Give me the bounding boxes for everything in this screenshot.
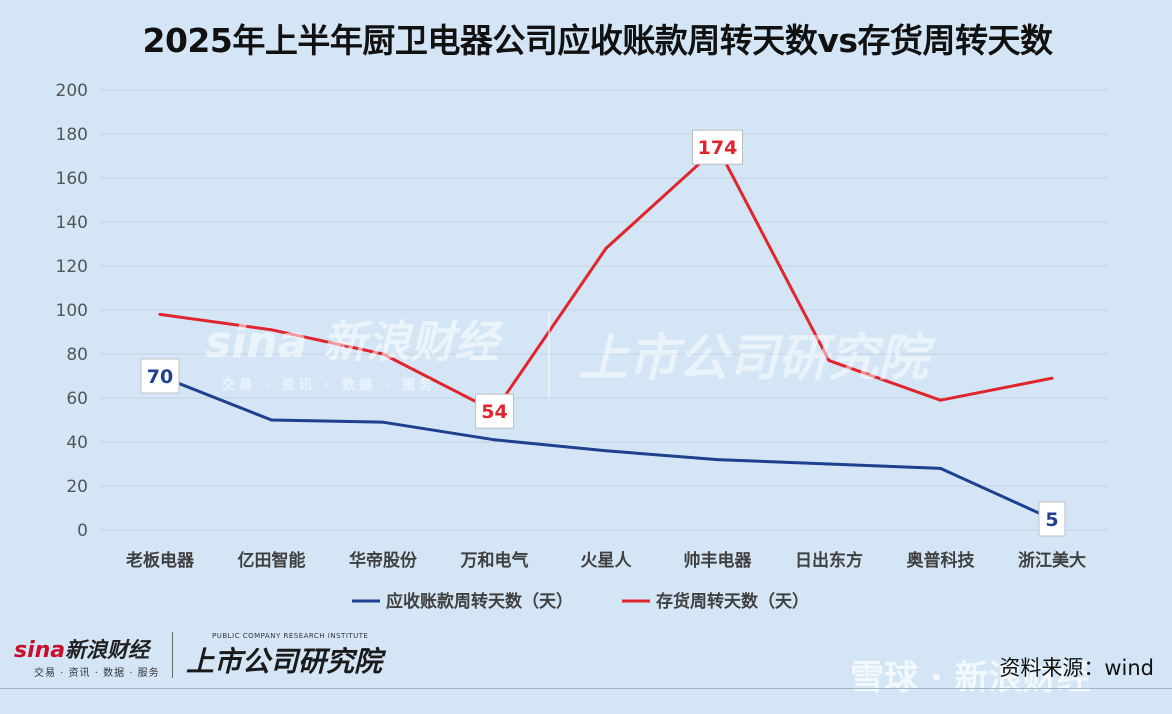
data-point [1050, 376, 1054, 380]
data-label-text: 5 [1045, 509, 1058, 531]
data-point [270, 418, 273, 422]
data-label-box [1038, 501, 1066, 537]
series-lines [158, 145, 1054, 521]
x-category-label: 亿田智能 [238, 550, 306, 571]
x-category-label: 华帝股份 [349, 550, 418, 571]
data-label-text: 174 [698, 137, 738, 159]
y-tick-label: 40 [66, 433, 88, 453]
y-tick-label: 120 [56, 257, 88, 277]
data-label-box [140, 358, 180, 394]
watermark-sina: sina 新浪财经 [205, 317, 499, 368]
x-category-label: 火星人 [581, 551, 633, 571]
footer-divider [0, 688, 1172, 689]
data-label-box [475, 393, 514, 429]
data-point [827, 359, 831, 363]
x-axis-categories: 老板电器 亿田智能 华帝股份 万和电气 火星人 帅丰电器 日出东方 奥普科技 浙江美大 [125, 550, 1086, 571]
x-category-label: 日出东方 [795, 550, 863, 571]
x-category-label: 奥普科技 [907, 550, 976, 571]
y-tick-label: 140 [56, 213, 88, 233]
research-small: PUBLIC COMPANY RESEARCH INSTITUTE [212, 632, 369, 640]
data-point [158, 312, 162, 316]
sina-brand: sina [14, 638, 66, 663]
legend-label-1: 应收账款周转天数（天） [386, 591, 573, 612]
logo-divider [172, 632, 173, 678]
data-point [939, 466, 942, 470]
data-point [939, 398, 942, 402]
data-point [827, 462, 831, 466]
watermark-divider [548, 312, 550, 398]
y-tick-label: 60 [66, 389, 88, 409]
source-label: 资料来源：wind [999, 656, 1154, 680]
data-label-box [692, 129, 743, 165]
line-chart: 0 20 40 60 80 100 120 140 160 180 200 老板电器 亿田智能 华帝股份… [56, 81, 1108, 612]
data-point [381, 420, 385, 424]
series-line-1 [159, 374, 1053, 521]
data-label: 54 [475, 393, 514, 429]
data-label: 70 [140, 358, 180, 394]
x-category-label: 浙江美大 [1018, 550, 1086, 571]
data-point [604, 449, 608, 453]
chart-title: 2025年上半年厨卫电器公司应收账款周转天数vs存货周转天数 [142, 21, 1054, 60]
sina-sub: 交易 · 资讯 · 数据 · 服务 [34, 668, 160, 679]
watermark-research: 上市公司研究院 [578, 329, 928, 387]
data-point [270, 328, 273, 332]
data-label: 5 [1038, 501, 1066, 537]
data-label-text: 70 [147, 366, 173, 388]
y-tick-label: 20 [66, 477, 88, 497]
xueqiu-watermark: 雪球 · 新浪财经 [850, 658, 1091, 698]
y-tick-label: 80 [66, 345, 88, 365]
y-tick-label: 180 [56, 125, 88, 145]
y-tick-label: 0 [77, 521, 88, 541]
data-label-text: 54 [481, 401, 507, 423]
gridlines [100, 89, 1108, 531]
sina-name: 新浪财经 [65, 638, 150, 662]
y-tick-label: 100 [56, 301, 88, 321]
watermark-sina-sub: 交易 · 资讯 · 数据 · 服务 [222, 378, 436, 393]
y-axis-ticks: 0 20 40 60 80 100 120 140 160 180 200 [56, 81, 88, 541]
legend: 应收账款周转天数（天） 存货周转天数（天） [352, 591, 809, 612]
data-labels: 70 5 54 174 [140, 129, 1066, 537]
data-point [381, 352, 385, 356]
y-tick-label: 200 [56, 81, 88, 101]
x-category-label: 老板电器 [125, 550, 195, 571]
x-category-label: 帅丰电器 [684, 550, 753, 571]
sina-finance-logo: sina新浪财经 交易 · 资讯 · 数据 · 服务 [14, 634, 160, 679]
data-point [493, 438, 496, 442]
data-label: 174 [692, 129, 743, 165]
data-point [604, 246, 608, 250]
data-point [716, 458, 719, 462]
research-institute-logo: PUBLIC COMPANY RESEARCH INSTITUTE 上市公司研究… [186, 632, 382, 680]
legend-label-2: 存货周转天数（天） [656, 591, 809, 612]
y-tick-label: 160 [56, 169, 88, 189]
research-big: 上市公司研究院 [186, 645, 383, 678]
x-category-label: 万和电气 [460, 550, 529, 571]
